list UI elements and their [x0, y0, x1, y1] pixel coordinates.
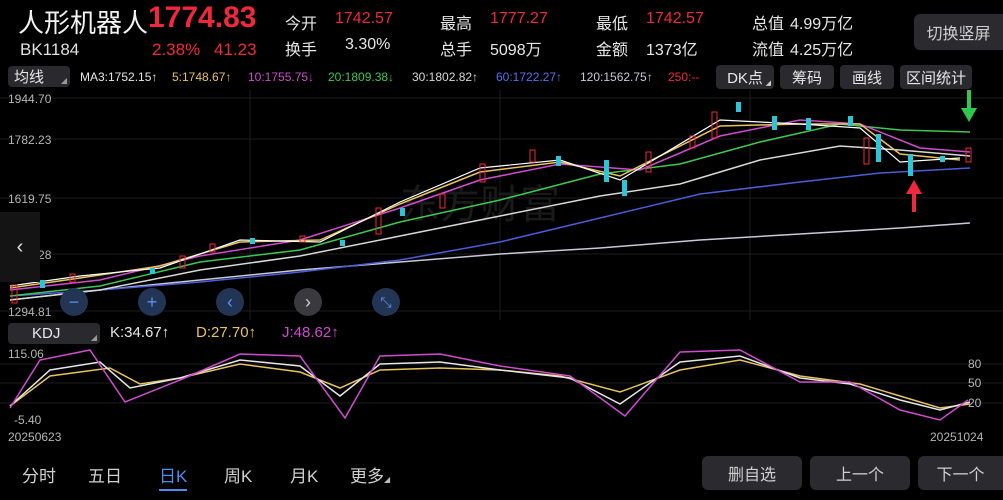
date-start: 20250623 — [8, 430, 62, 444]
dropdown-triangle-icon: ◢ — [384, 475, 391, 484]
interval-stats-button[interactable]: 区间统计 — [900, 65, 972, 89]
kdj-k-line — [9, 355, 971, 411]
price-axis-label-3: 1619.75 — [8, 192, 52, 206]
kdj-j-line — [9, 349, 969, 421]
kdj-chart[interactable] — [0, 348, 1003, 428]
stat-volume-value: 5098万 — [490, 42, 542, 59]
kdj-level-20: 20 — [968, 396, 982, 410]
date-end: 20251024 — [930, 430, 984, 444]
scroll-left-button[interactable]: ‹ — [216, 288, 244, 316]
tab-more-label: 更多 — [350, 467, 384, 486]
stat-low-value: 1742.57 — [646, 10, 704, 27]
ma-legend-3: MA3:1752.15↑ — [80, 70, 158, 84]
ma-legend-60: 60:1722.27↑ — [496, 70, 563, 84]
stat-turnover-label: 换手 — [285, 42, 318, 59]
ma-legend-20: 20:1809.38↓ — [328, 70, 395, 84]
stat-open-value: 1742.57 — [335, 10, 393, 27]
dk-point-button[interactable]: DK点 ◢ — [716, 65, 774, 89]
stat-amount-label: 金额 — [596, 42, 629, 59]
stat-float-cap-label: 流值 — [752, 42, 785, 59]
price-axis-label-2: 1782.23 — [8, 133, 52, 147]
dropdown-triangle-icon: ◢ — [90, 333, 97, 342]
kdj-d-value: D:27.70↑ — [196, 324, 257, 341]
remove-watchlist-button[interactable]: 删自选 — [702, 456, 802, 490]
ma-legend-5: 5:1748.67↑ — [172, 70, 232, 84]
kdj-j-value: J:48.62↑ — [282, 324, 339, 341]
indicator-select-label: 均线 — [14, 69, 45, 86]
next-stock-button[interactable]: 下一个 — [918, 456, 1003, 490]
plus-icon: + — [146, 292, 158, 312]
chip-button[interactable]: 筹码 — [780, 65, 834, 89]
zoom-out-button[interactable]: − — [60, 288, 88, 316]
zoom-in-button[interactable]: + — [138, 288, 166, 316]
ma120-line — [9, 222, 971, 301]
kdj-axis-bottom: -5.40 — [14, 413, 42, 427]
stock-code: BK1184 — [20, 40, 80, 59]
previous-stock-button[interactable]: 上一个 — [810, 456, 910, 490]
ma-legend-10: 10:1755.75↓ — [248, 70, 315, 84]
change-amount: 41.23 — [214, 40, 257, 59]
ma60-line — [9, 167, 971, 297]
kdj-axis-top: 115.06 — [8, 347, 44, 361]
dropdown-triangle-icon: ◢ — [60, 76, 67, 85]
chevron-left-icon: ‹ — [227, 292, 233, 312]
stock-price: 1774.83 — [148, 1, 257, 34]
ma30-line — [9, 145, 971, 301]
stat-high-value: 1777.27 — [490, 10, 548, 27]
tab-weekly-k[interactable]: 周K — [224, 467, 253, 486]
candlestick-chart[interactable]: 东方财富 — [0, 90, 1003, 320]
kdj-select-label: KDJ — [32, 325, 61, 342]
candles — [11, 102, 972, 304]
chevron-right-icon: › — [305, 292, 311, 312]
dk-point-label: DK点 — [727, 69, 763, 87]
green-down-arrow-icon — [961, 90, 977, 122]
tab-daily-k[interactable]: 日K — [159, 462, 188, 491]
scroll-right-button[interactable]: › — [294, 288, 322, 316]
change-percent: 2.38% — [152, 40, 201, 59]
kdj-d-line — [9, 359, 971, 409]
stat-float-cap-value: 4.25万亿 — [790, 42, 854, 59]
tab-intraday[interactable]: 分时 — [22, 467, 56, 486]
collapse-arrows-icon: ⤡ — [380, 294, 392, 310]
collapse-panel-button[interactable]: ‹ — [0, 212, 40, 282]
price-axis-label-5: 1294.81 — [8, 305, 52, 319]
tab-more[interactable]: 更多◢ — [350, 462, 390, 487]
stock-name: 人形机器人 — [18, 8, 149, 38]
kdj-level-80: 80 — [968, 357, 982, 371]
stat-total-cap-value: 4.99万亿 — [790, 16, 854, 33]
stat-high-label: 最高 — [440, 16, 473, 33]
reset-zoom-button[interactable]: ⤡ — [372, 288, 400, 316]
kdj-level-50: 50 — [968, 376, 982, 390]
draw-line-button[interactable]: 画线 — [840, 65, 894, 89]
price-axis-label-1: 1944.70 — [8, 92, 52, 106]
indicator-select[interactable]: 均线 ◢ — [8, 66, 70, 87]
dropdown-triangle-icon: ◢ — [765, 80, 771, 87]
stat-amount-value: 1373亿 — [646, 42, 698, 59]
kdj-k-value: K:34.67↑ — [110, 324, 170, 341]
kdj-select[interactable]: KDJ ◢ — [8, 323, 100, 344]
ma-legend-120: 120:1562.75↑ — [580, 70, 653, 84]
ma3-line — [9, 119, 961, 287]
chevron-left-icon: ‹ — [16, 235, 24, 258]
stat-open-label: 今开 — [285, 16, 318, 33]
minus-icon: − — [68, 292, 80, 312]
stat-low-label: 最低 — [596, 16, 629, 33]
ma-legend-30: 30:1802.82↑ — [412, 70, 479, 84]
switch-portrait-button[interactable]: 切换竖屏 — [914, 14, 1003, 50]
stat-volume-label: 总手 — [440, 42, 473, 59]
tab-monthly-k[interactable]: 月K — [290, 467, 319, 486]
tab-five-day[interactable]: 五日 — [88, 467, 122, 486]
red-up-arrow-icon — [906, 180, 922, 212]
stat-turnover-value: 3.30% — [345, 36, 391, 53]
stat-total-cap-label: 总值 — [752, 16, 785, 33]
ma-legend-250: 250:-- — [668, 70, 700, 84]
